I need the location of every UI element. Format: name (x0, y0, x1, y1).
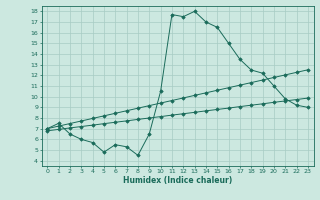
X-axis label: Humidex (Indice chaleur): Humidex (Indice chaleur) (123, 176, 232, 185)
